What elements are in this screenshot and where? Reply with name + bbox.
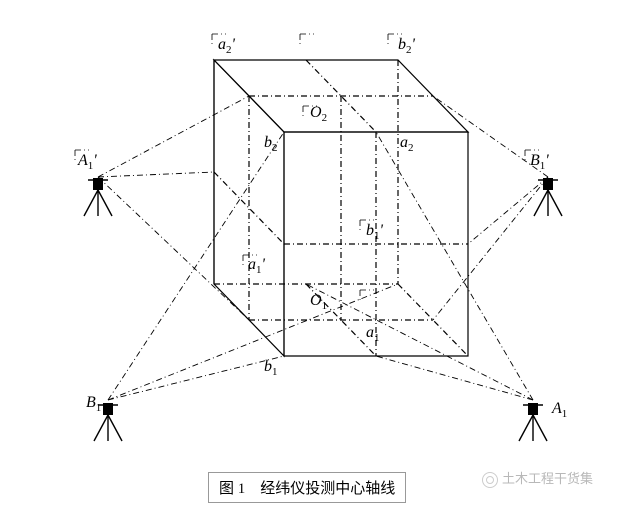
label-b1p: b1' — [366, 222, 383, 242]
label-B1: B1 — [86, 394, 101, 414]
label-a1p: a1' — [248, 256, 265, 276]
diagram-svg — [0, 0, 624, 508]
figure-container: a2' b2' O2 b2 a2 A1' B1' b1' a1' O1 a1 b… — [0, 0, 624, 508]
label-b2p: b2' — [398, 36, 415, 56]
label-O2: O2 — [310, 104, 327, 124]
label-O1: O1 — [310, 292, 327, 312]
watermark: 土木工程干货集 — [482, 468, 593, 488]
figure-caption: 图 1 经纬仪投测中心轴线 — [208, 472, 406, 503]
watermark-icon — [482, 472, 498, 488]
label-a1: a1 — [366, 324, 380, 344]
label-B1p: B1' — [530, 152, 549, 172]
label-A1p: A1' — [78, 152, 97, 172]
label-A1: A1 — [552, 400, 567, 420]
label-a2: a2 — [400, 134, 414, 154]
label-b1: b1 — [264, 358, 278, 378]
watermark-text: 土木工程干货集 — [502, 471, 593, 486]
label-a2p: a2' — [218, 36, 235, 56]
label-b2: b2 — [264, 134, 278, 154]
